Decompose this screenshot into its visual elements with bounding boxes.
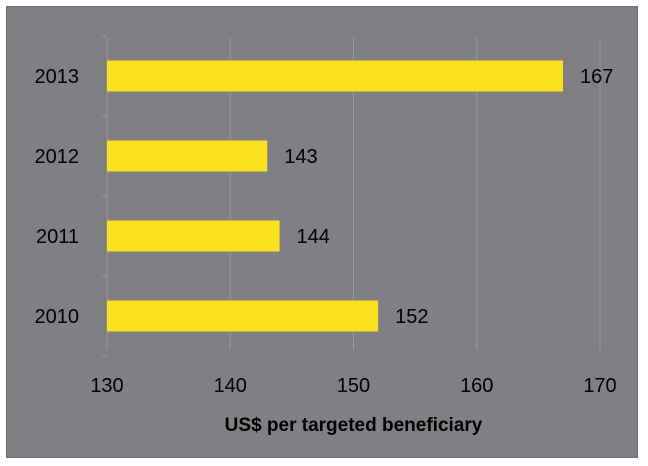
- x-axis-title: US$ per targeted beneficiary: [225, 415, 483, 436]
- x-tick-label-150: 150: [337, 375, 370, 397]
- value-label-2011: 144: [297, 226, 330, 248]
- value-label-2012: 143: [284, 146, 317, 168]
- bar-2012: [107, 140, 268, 172]
- x-tick-label-170: 170: [583, 375, 616, 397]
- y-axis-tick-labels: 2013 2012 2011 2010: [35, 66, 80, 328]
- value-labels: 167 143 144 152: [284, 66, 613, 328]
- y-tick-label-2012: 2012: [35, 146, 80, 168]
- x-tick-label-130: 130: [90, 375, 123, 397]
- y-tick-label-2010: 2010: [35, 306, 80, 328]
- bar-2011: [107, 220, 280, 252]
- value-label-2013: 167: [580, 66, 613, 88]
- bar-2013: [107, 60, 564, 92]
- y-tick-label-2013: 2013: [35, 66, 80, 88]
- y-tick-label-2011: 2011: [36, 226, 79, 248]
- value-label-2010: 152: [395, 306, 428, 328]
- x-tick-label-140: 140: [214, 375, 247, 397]
- bar-2010: [107, 300, 379, 332]
- bars: [107, 60, 564, 332]
- x-axis-tick-labels: 130 140 150 160 170: [90, 375, 616, 397]
- x-tick-label-160: 160: [460, 375, 493, 397]
